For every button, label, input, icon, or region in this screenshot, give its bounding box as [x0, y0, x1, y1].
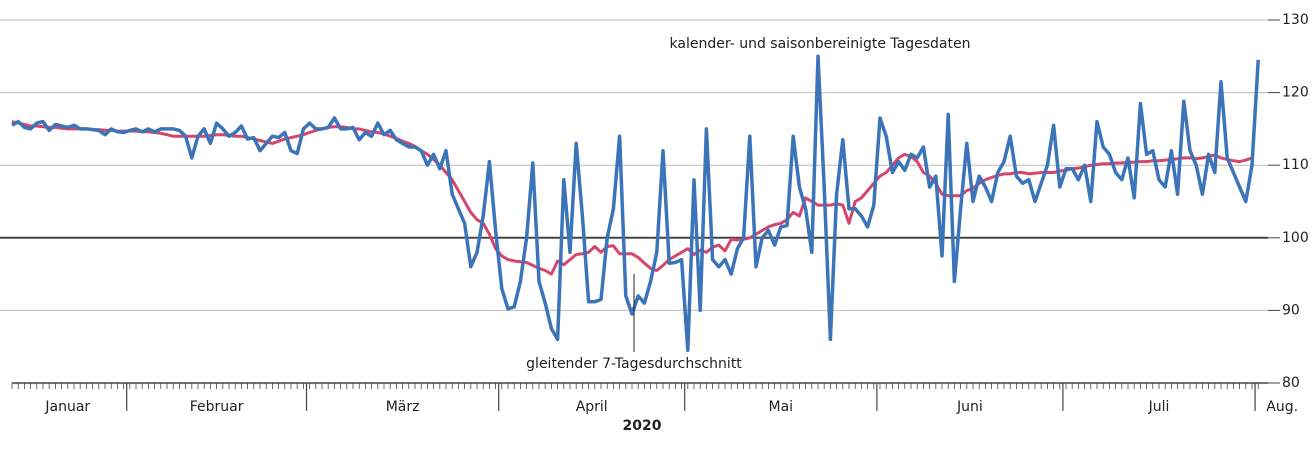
month-label: April — [576, 399, 608, 415]
y-tick-label: 120 — [1282, 85, 1309, 101]
annotation: kalender- und saisonbereinigte Tagesdate… — [670, 36, 971, 52]
y-tick-label: 100 — [1282, 230, 1309, 246]
x-axis-title: 2020 — [623, 418, 662, 434]
y-tick-label: 110 — [1282, 157, 1309, 173]
y-tick-label: 130 — [1282, 12, 1309, 28]
month-label: Februar — [190, 399, 244, 415]
x-axis: Januar Februar März April Mai Juni Juli Aug. — [11, 382, 1298, 415]
month-label: Mai — [769, 399, 794, 415]
y-tick-label: 90 — [1282, 302, 1300, 318]
month-label: Januar — [44, 399, 90, 415]
month-label: März — [386, 399, 420, 415]
y-tick-label: 80 — [1282, 375, 1300, 391]
series-line — [11, 120, 1253, 276]
month-label: Juni — [956, 399, 983, 415]
annotation: gleitender 7-Tagesdurchschnitt — [526, 356, 742, 372]
month-label: Juli — [1148, 399, 1170, 415]
grid: 80 90 100 110 120 130 — [0, 12, 1309, 391]
lines — [11, 54, 1260, 353]
month-label: Aug. — [1266, 399, 1298, 415]
series-line — [11, 54, 1260, 353]
